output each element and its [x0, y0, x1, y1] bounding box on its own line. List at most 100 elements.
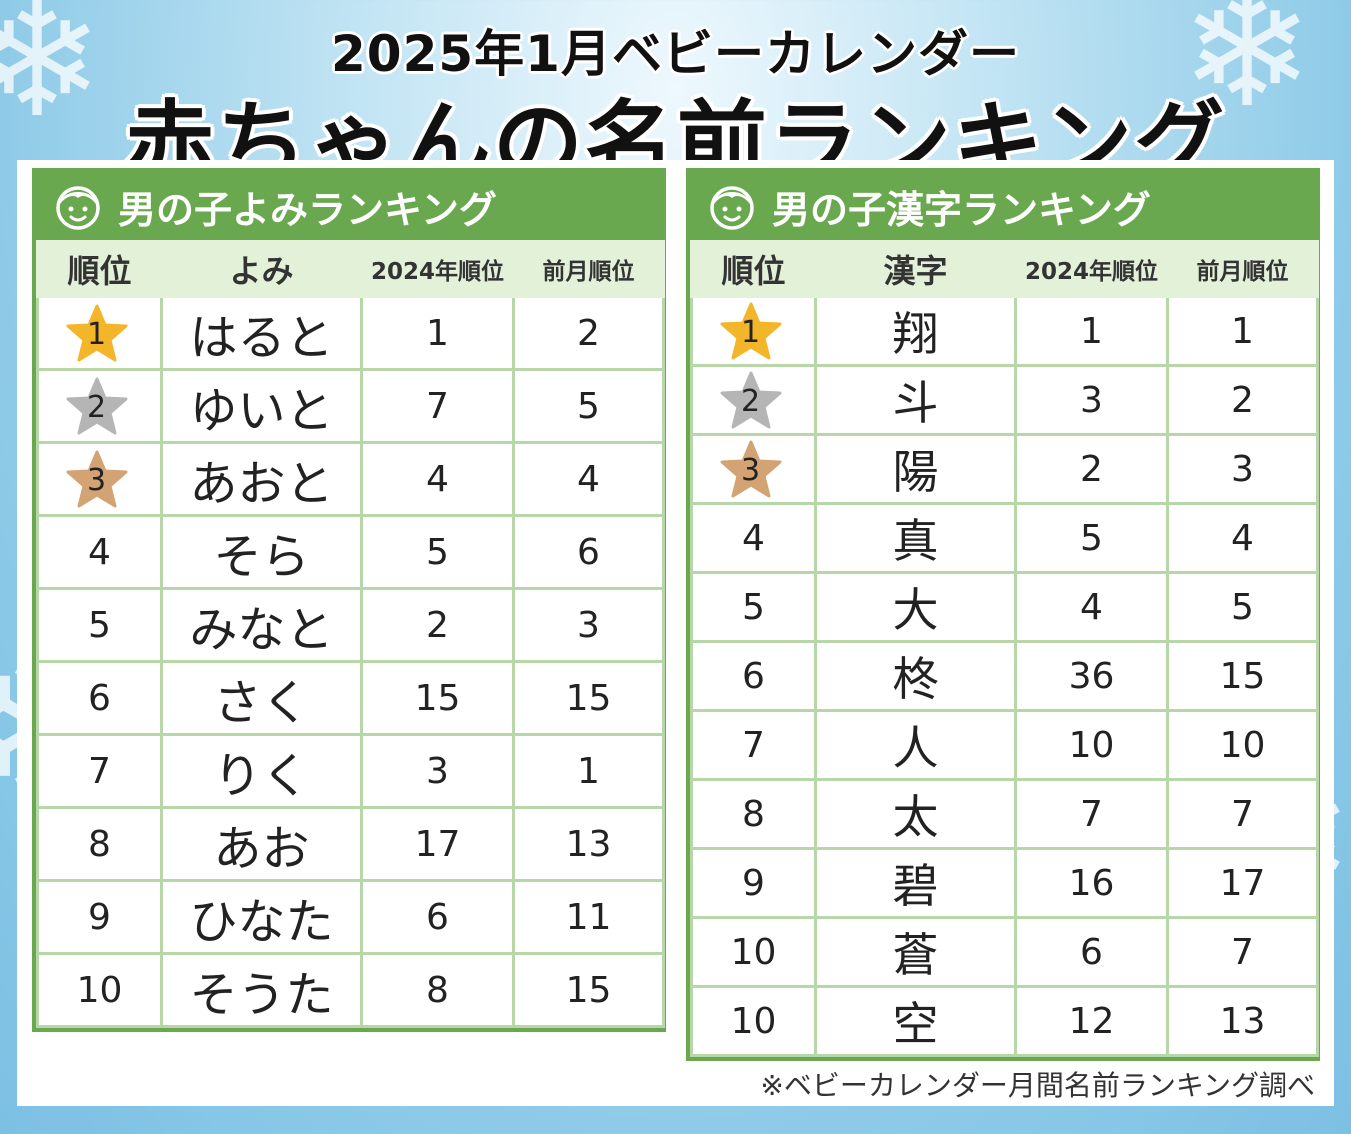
- column-header: 2024年順位: [1014, 240, 1169, 298]
- rank-2024-cell: 17: [360, 806, 515, 882]
- yomi-name-cell: みなと: [160, 587, 363, 663]
- rank-2024-cell: 4: [1014, 571, 1169, 643]
- rank-2024-cell: 6: [360, 879, 515, 955]
- table-row: 3 あおと 4 4: [36, 441, 665, 517]
- previous-month-rank-cell: 1: [1166, 295, 1319, 367]
- table-row: 1 はると 1 2: [36, 295, 665, 371]
- table-header-row: 順位 漢字 2024年順位 前月順位: [690, 240, 1319, 298]
- rank-number: 2: [740, 384, 761, 419]
- column-header: 2024年順位: [360, 240, 515, 298]
- previous-month-rank-cell: 11: [512, 879, 665, 955]
- rank-cell: 8: [36, 806, 163, 882]
- rank-number: 1: [86, 317, 107, 352]
- kanji-table-header: 男の子漢字ランキング: [690, 172, 1316, 240]
- rank-2024-cell: 8: [360, 952, 515, 1028]
- kanji-table-body: 1 翔 1 1 2 斗 3 2 3 陽 2 3 4 真 5 4 5 大 4 5 6 柊 36 15 7 人 10 10 8 太 7 7 9 碧 16…: [690, 295, 1319, 1057]
- rank-cell: 10: [690, 985, 817, 1057]
- kanji-name-cell: 太: [814, 778, 1017, 850]
- kanji-name-cell: 蒼: [814, 916, 1017, 988]
- table-row: 9 碧 16 17: [690, 847, 1319, 919]
- rank-cell: 4: [690, 502, 817, 574]
- table-row: 6 さく 15 15: [36, 660, 665, 736]
- table-row: 5 みなと 2 3: [36, 587, 665, 663]
- rank-cell: 3: [36, 441, 163, 517]
- rank-cell: 10: [36, 952, 163, 1028]
- yomi-name-cell: ゆいと: [160, 368, 363, 444]
- yomi-ranking-table: 男の子よみランキング 順位 よみ 2024年順位 前月順位 1 はると 1 2 2 ゆいと…: [32, 168, 666, 1032]
- column-header: 順位: [36, 240, 163, 298]
- rank-2024-cell: 1: [1014, 295, 1169, 367]
- rank-cell: 2: [690, 364, 817, 436]
- boy-face-icon: [710, 186, 754, 230]
- rank-2024-cell: 6: [1014, 916, 1169, 988]
- yomi-name-cell: あお: [160, 806, 363, 882]
- yomi-table-header: 男の子よみランキング: [36, 172, 662, 240]
- column-header: 順位: [690, 240, 817, 298]
- previous-month-rank-cell: 5: [512, 368, 665, 444]
- column-header: 前月順位: [1166, 240, 1319, 298]
- rank-number: 2: [86, 390, 107, 425]
- bronze-star-icon: 3: [719, 439, 789, 499]
- rank-2024-cell: 7: [360, 368, 515, 444]
- rank-2024-cell: 3: [1014, 364, 1169, 436]
- yomi-table-body: 1 はると 1 2 2 ゆいと 7 5 3 あおと 4 4 4 そら 5 6 5 みなと 2 3 6 さく 15 15 7 りく 3…: [36, 295, 665, 1028]
- rank-2024-cell: 15: [360, 660, 515, 736]
- kanji-name-cell: 碧: [814, 847, 1017, 919]
- rank-cell: 8: [690, 778, 817, 850]
- rank-2024-cell: 2: [1014, 433, 1169, 505]
- gold-star-icon: 1: [65, 303, 135, 363]
- kanji-name-cell: 陽: [814, 433, 1017, 505]
- previous-month-rank-cell: 15: [1166, 640, 1319, 712]
- rank-cell: 7: [36, 733, 163, 809]
- silver-star-icon: 2: [719, 370, 789, 430]
- table-row: 7 りく 3 1: [36, 733, 665, 809]
- table-header-row: 順位 よみ 2024年順位 前月順位: [36, 240, 665, 298]
- rank-cell: 9: [690, 847, 817, 919]
- rank-cell: 1: [690, 295, 817, 367]
- rank-2024-cell: 5: [1014, 502, 1169, 574]
- previous-month-rank-cell: 15: [512, 952, 665, 1028]
- rank-number: 3: [740, 453, 761, 488]
- previous-month-rank-cell: 3: [512, 587, 665, 663]
- yomi-name-cell: そら: [160, 514, 363, 590]
- yomi-name-cell: あおと: [160, 441, 363, 517]
- previous-month-rank-cell: 4: [1166, 502, 1319, 574]
- yomi-table-title: 男の子よみランキング: [118, 187, 497, 232]
- yomi-name-cell: はると: [160, 295, 363, 371]
- rank-cell: 4: [36, 514, 163, 590]
- previous-month-rank-cell: 10: [1166, 709, 1319, 781]
- kanji-name-cell: 真: [814, 502, 1017, 574]
- rank-2024-cell: 5: [360, 514, 515, 590]
- source-footnote: ※ベビーカレンダー月間名前ランキング調べ: [760, 1069, 1315, 1102]
- rank-cell: 2: [36, 368, 163, 444]
- kanji-name-cell: 翔: [814, 295, 1017, 367]
- previous-month-rank-cell: 7: [1166, 778, 1319, 850]
- yomi-name-cell: りく: [160, 733, 363, 809]
- table-row: 10 そうた 8 15: [36, 952, 665, 1028]
- bronze-star-icon: 3: [65, 449, 135, 509]
- rank-cell: 5: [690, 571, 817, 643]
- rank-cell: 1: [36, 295, 163, 371]
- previous-month-rank-cell: 13: [512, 806, 665, 882]
- kanji-name-cell: 大: [814, 571, 1017, 643]
- previous-month-rank-cell: 3: [1166, 433, 1319, 505]
- column-header: 漢字: [814, 240, 1017, 298]
- rank-2024-cell: 16: [1014, 847, 1169, 919]
- rank-2024-cell: 36: [1014, 640, 1169, 712]
- rank-2024-cell: 12: [1014, 985, 1169, 1057]
- table-row: 2 ゆいと 7 5: [36, 368, 665, 444]
- rank-number: 1: [740, 315, 761, 350]
- yomi-table-grid: 順位 よみ 2024年順位 前月順位 1 はると 1 2 2 ゆいと 7 5 3 あおと 4 4 4 そら…: [36, 240, 665, 1028]
- table-row: 10 空 12 13: [690, 985, 1319, 1057]
- rank-cell: 3: [690, 433, 817, 505]
- previous-month-rank-cell: 7: [1166, 916, 1319, 988]
- table-row: 7 人 10 10: [690, 709, 1319, 781]
- previous-month-rank-cell: 4: [512, 441, 665, 517]
- previous-month-rank-cell: 6: [512, 514, 665, 590]
- kanji-name-cell: 斗: [814, 364, 1017, 436]
